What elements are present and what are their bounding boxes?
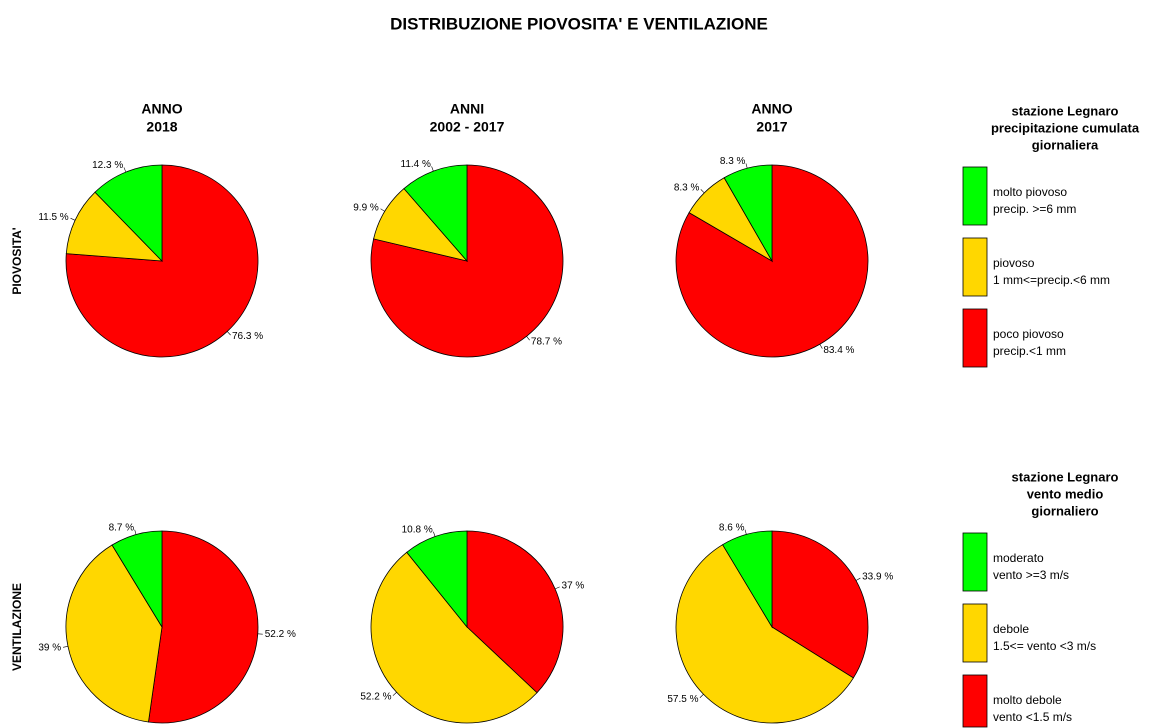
legend-label: debole (993, 622, 1029, 636)
value-label: 52.2 % (265, 629, 296, 640)
value-label: 8.7 % (109, 522, 135, 533)
pie-title: ANNO (751, 101, 792, 117)
value-label: 52.2 % (360, 692, 391, 703)
legend-title: precipitazione cumulata (991, 120, 1140, 135)
value-label: 8.3 % (720, 156, 746, 167)
pie-slice (65, 191, 164, 262)
label-tick (380, 208, 385, 212)
pie-slice (675, 544, 854, 724)
label-tick (63, 646, 69, 648)
pie-slice (370, 551, 538, 724)
pie-slice (723, 164, 773, 263)
label-tick (70, 217, 76, 221)
legend-label: 1 mm<=precip.<6 mm (993, 273, 1110, 287)
value-label: 10.8 % (402, 525, 433, 536)
label-tick (134, 529, 137, 535)
pie-title: ANNO (141, 101, 182, 117)
chart-title: DISTRIBUZIONE PIOVOSITA' E VENTILAZIONE (390, 14, 768, 33)
label-tick (855, 577, 861, 581)
value-label: 12.3 % (92, 160, 123, 171)
pie-slice (403, 164, 468, 263)
label-tick (433, 531, 436, 537)
value-label: 37 % (562, 581, 585, 592)
legend-label: piovoso (993, 256, 1035, 270)
legend-swatch (962, 237, 988, 297)
legend-swatch (962, 308, 988, 368)
label-tick (745, 163, 748, 169)
legend-label: vento <1.5 m/s (993, 710, 1072, 724)
label-tick (123, 167, 127, 173)
label-tick (392, 692, 397, 696)
pie-slice (722, 530, 773, 629)
pie-slice (370, 164, 564, 358)
pie-title: 2002 - 2017 (430, 119, 505, 135)
legend-title: giornaliero (1031, 503, 1098, 518)
legend-label: 1.5<= vento <3 m/s (993, 639, 1096, 653)
legend-label: molto piovoso (993, 185, 1067, 199)
legend-title: vento medio (1027, 486, 1104, 501)
legend-title: giornaliera (1032, 137, 1099, 152)
row-label: VENTILAZIONE (10, 583, 24, 671)
legend-title: stazione Legnaro (1012, 469, 1119, 484)
value-label: 8.3 % (674, 183, 700, 194)
legend-label: vento >=3 m/s (993, 568, 1069, 582)
value-label: 78.7 % (531, 336, 562, 347)
legend-label: poco piovoso (993, 327, 1064, 341)
pie-title: 2018 (146, 119, 177, 135)
legend-swatch (962, 532, 988, 592)
legend-swatch (962, 603, 988, 663)
pie-slice (771, 530, 869, 679)
value-label: 11.4 % (401, 159, 431, 170)
label-tick (744, 529, 747, 535)
pie-slice (65, 544, 163, 723)
legend-label: precip. >=6 mm (993, 202, 1076, 216)
legend-swatch (962, 674, 988, 728)
label-tick (699, 694, 704, 698)
value-label: 11.5 % (38, 212, 68, 223)
value-label: 83.4 % (823, 345, 854, 356)
pie-title: ANNI (450, 101, 484, 117)
pie-slice (111, 530, 163, 629)
row-label: PIOVOSITA' (10, 227, 24, 294)
value-label: 33.9 % (862, 572, 893, 583)
label-tick (554, 586, 560, 590)
legend-swatch (962, 166, 988, 226)
value-label: 9.9 % (353, 202, 379, 213)
pie-slice (65, 164, 259, 358)
pie-slice (148, 530, 259, 724)
label-tick (700, 189, 705, 194)
label-tick (431, 166, 434, 172)
value-label: 76.3 % (232, 331, 263, 342)
pie-title: 2017 (756, 119, 787, 135)
legend-label: moderato (993, 551, 1044, 565)
value-label: 57.5 % (667, 694, 698, 705)
value-label: 8.6 % (719, 522, 745, 533)
label-tick (819, 344, 823, 349)
legend-title: stazione Legnaro (1012, 103, 1119, 118)
label-tick (526, 336, 530, 341)
value-label: 39 % (38, 642, 61, 653)
label-tick (227, 331, 231, 336)
legend-label: precip.<1 mm (993, 344, 1066, 358)
pie-slice (406, 530, 468, 629)
legend-label: molto debole (993, 693, 1062, 707)
